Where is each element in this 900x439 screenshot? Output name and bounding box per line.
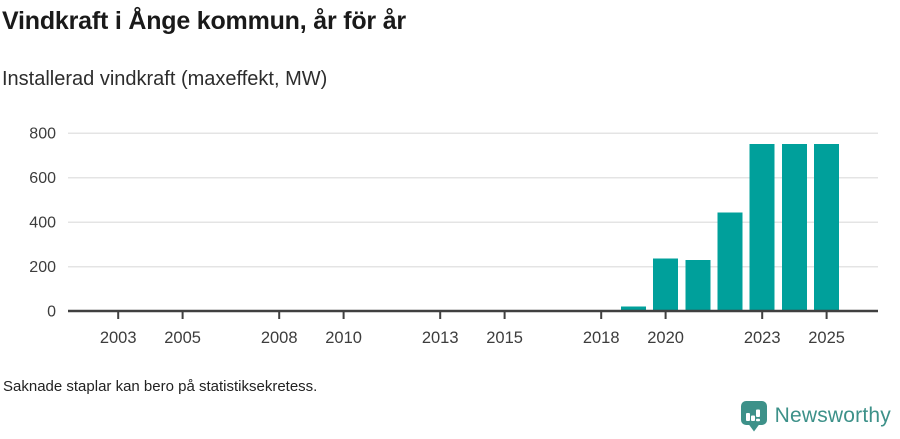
x-tick-label-2023: 2023 [744,329,781,347]
y-tick-label-0: 0 [47,304,56,321]
x-tick-label-2018: 2018 [583,329,620,347]
page-title: Vindkraft i Ånge kommun, år för år [2,7,406,35]
bar-chart: 2003 2005 2008 2010 2013 2015 2018 2020 2023 2025… [29,126,878,347]
y-tick-label-800: 800 [29,126,56,143]
y-tick-label-200: 200 [29,259,56,276]
bar-2025 [814,144,840,311]
x-tick-label-2010: 2010 [325,329,362,347]
footnote: Saknade staplar kan bero på statistiksek… [3,378,318,395]
x-tick-label-2008: 2008 [261,329,298,347]
newsworthy-logo-icon [740,401,767,432]
y-tick-label-600: 600 [29,170,56,187]
x-tick-label-2025: 2025 [808,329,845,347]
bar-2019 [620,306,646,311]
x-tick-label-2005: 2005 [164,329,201,347]
bar-2024 [781,144,807,311]
chart-subtitle: Installerad vindkraft (maxeffekt, MW) [2,68,328,90]
newsworthy-brand: Newsworthy [740,400,891,432]
x-tick-label-2013: 2013 [422,329,459,347]
bar-2022 [717,212,743,311]
bar-2020 [653,258,679,311]
x-tick-label-2020: 2020 [647,329,684,347]
bar-2021 [685,259,711,311]
y-tick-label-400: 400 [29,215,56,232]
x-tick-label-2003: 2003 [100,329,137,347]
x-tick-label-2015: 2015 [486,329,523,347]
bar-2023 [749,144,775,311]
newsworthy-wordmark: Newsworthy [774,404,891,427]
